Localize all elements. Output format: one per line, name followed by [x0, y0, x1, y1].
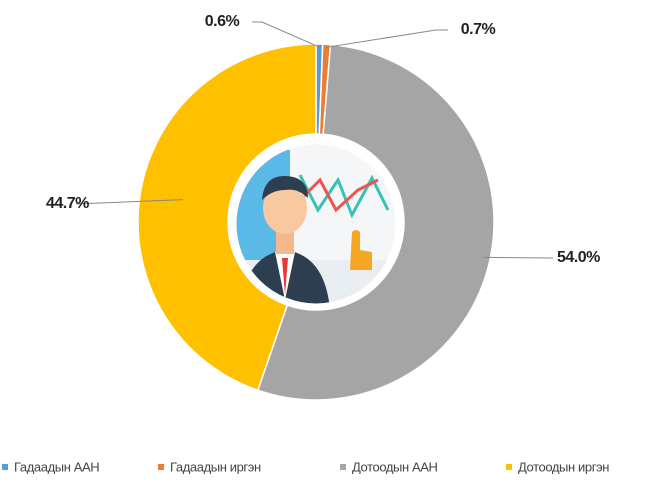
donut-segment [256, 43, 495, 401]
legend-marker [506, 464, 512, 470]
legend-marker [158, 464, 164, 470]
data-label: 0.7% [461, 21, 496, 38]
donut-segment [137, 43, 317, 392]
legend-label: Дотоодын иргэн [518, 459, 609, 474]
data-label: 54.0% [557, 249, 600, 266]
legend-label: Гадаадын ААН [14, 459, 99, 474]
data-label: 0.6% [205, 13, 240, 30]
leader-line [252, 21, 320, 48]
data-label: 44.7% [46, 195, 89, 212]
leader-line [75, 199, 183, 205]
legend-marker [2, 464, 8, 470]
legend-label: Дотоодын ААН [352, 459, 438, 474]
leader-line [326, 29, 448, 48]
legend-label: Гадаадын иргэн [170, 459, 261, 474]
legend-marker [340, 464, 346, 470]
center-illustration [231, 139, 401, 309]
leader-line [484, 256, 554, 259]
